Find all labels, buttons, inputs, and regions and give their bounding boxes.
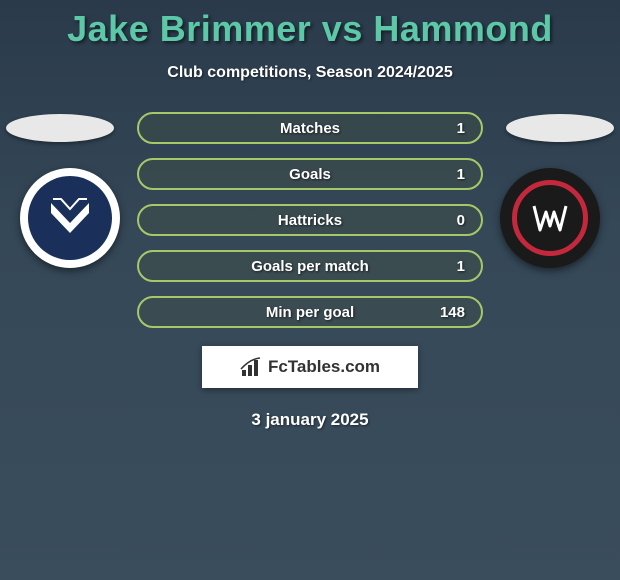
- melbourne-victory-badge: [28, 176, 112, 260]
- stats-list: Matches 1 Goals 1 Hattricks 0 Goals per …: [137, 112, 483, 328]
- stat-value: 1: [457, 166, 465, 183]
- wanderers-icon: [530, 198, 570, 238]
- stat-row-hattricks: Hattricks 0: [137, 204, 483, 236]
- stat-value: 148: [440, 304, 465, 321]
- club-badge-left: [20, 168, 120, 268]
- subtitle: Club competitions, Season 2024/2025: [0, 64, 620, 82]
- stat-value: 1: [457, 120, 465, 137]
- stat-label: Matches: [280, 120, 340, 137]
- stat-label: Hattricks: [278, 212, 342, 229]
- fctables-label: FcTables.com: [268, 357, 380, 377]
- player-left-platform: [6, 114, 114, 142]
- stat-row-matches: Matches 1: [137, 112, 483, 144]
- western-sydney-wanderers-badge: [512, 180, 588, 256]
- stat-row-goals: Goals 1: [137, 158, 483, 190]
- fctables-branding: FcTables.com: [202, 346, 418, 388]
- stat-row-goals-per-match: Goals per match 1: [137, 250, 483, 282]
- player-right-platform: [506, 114, 614, 142]
- page-title: Jake Brimmer vs Hammond: [0, 0, 620, 50]
- stat-value: 1: [457, 258, 465, 275]
- club-badge-right: [500, 168, 600, 268]
- chevron-icon: [45, 193, 95, 243]
- stat-label: Goals per match: [251, 258, 369, 275]
- stat-label: Goals: [289, 166, 331, 183]
- stat-value: 0: [457, 212, 465, 229]
- comparison-content: Matches 1 Goals 1 Hattricks 0 Goals per …: [0, 82, 620, 430]
- stat-row-min-per-goal: Min per goal 148: [137, 296, 483, 328]
- bar-chart-icon: [240, 356, 262, 378]
- date-label: 3 january 2025: [0, 410, 620, 430]
- stat-label: Min per goal: [266, 304, 354, 321]
